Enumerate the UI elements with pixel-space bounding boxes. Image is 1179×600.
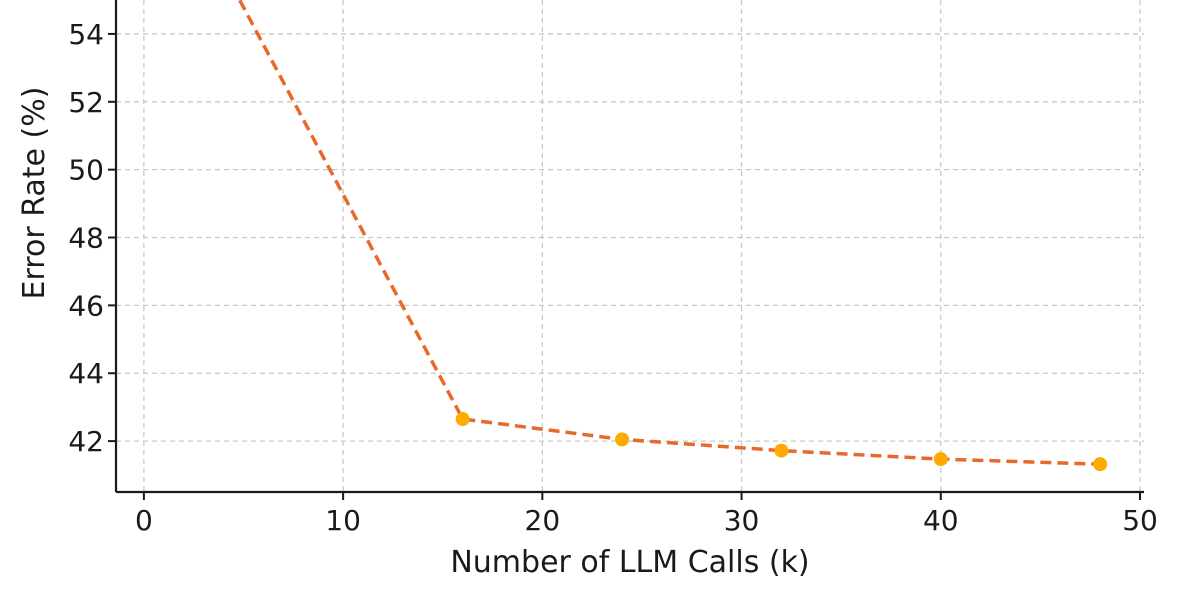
- x-tick-label-0: 0: [135, 504, 153, 537]
- x-tick-label-40: 40: [923, 504, 959, 537]
- x-axis-ticks: 0 10 20 30 40 50: [135, 492, 1158, 537]
- x-tick-label-50: 50: [1122, 504, 1158, 537]
- x-tick-label-20: 20: [525, 504, 561, 537]
- y-tick-label-52: 52: [68, 86, 104, 119]
- data-point-32: [774, 443, 789, 458]
- grid-lines: [116, 0, 1144, 492]
- y-tick-label-48: 48: [68, 222, 104, 255]
- y-tick-label-42: 42: [68, 425, 104, 458]
- x-axis-label: Number of LLM Calls (k): [450, 545, 809, 580]
- x-tick-label-10: 10: [325, 504, 361, 537]
- y-tick-label-54: 54: [68, 18, 104, 51]
- series-group: [237, 0, 1108, 472]
- y-axis-label: Error Rate (%): [17, 87, 52, 300]
- data-point-48: [1093, 457, 1108, 472]
- y-tick-label-50: 50: [68, 154, 104, 187]
- data-point-40: [933, 452, 948, 467]
- y-tick-label-44: 44: [68, 357, 104, 390]
- axes: [114, 0, 1144, 494]
- series-line-0: [237, 0, 1101, 466]
- y-tick-label-46: 46: [68, 289, 104, 322]
- data-point-24: [615, 432, 630, 447]
- data-point-16: [455, 412, 470, 427]
- y-axis-ticks: 42 44 46 48 50 52 54: [68, 18, 116, 458]
- x-tick-label-30: 30: [724, 504, 760, 537]
